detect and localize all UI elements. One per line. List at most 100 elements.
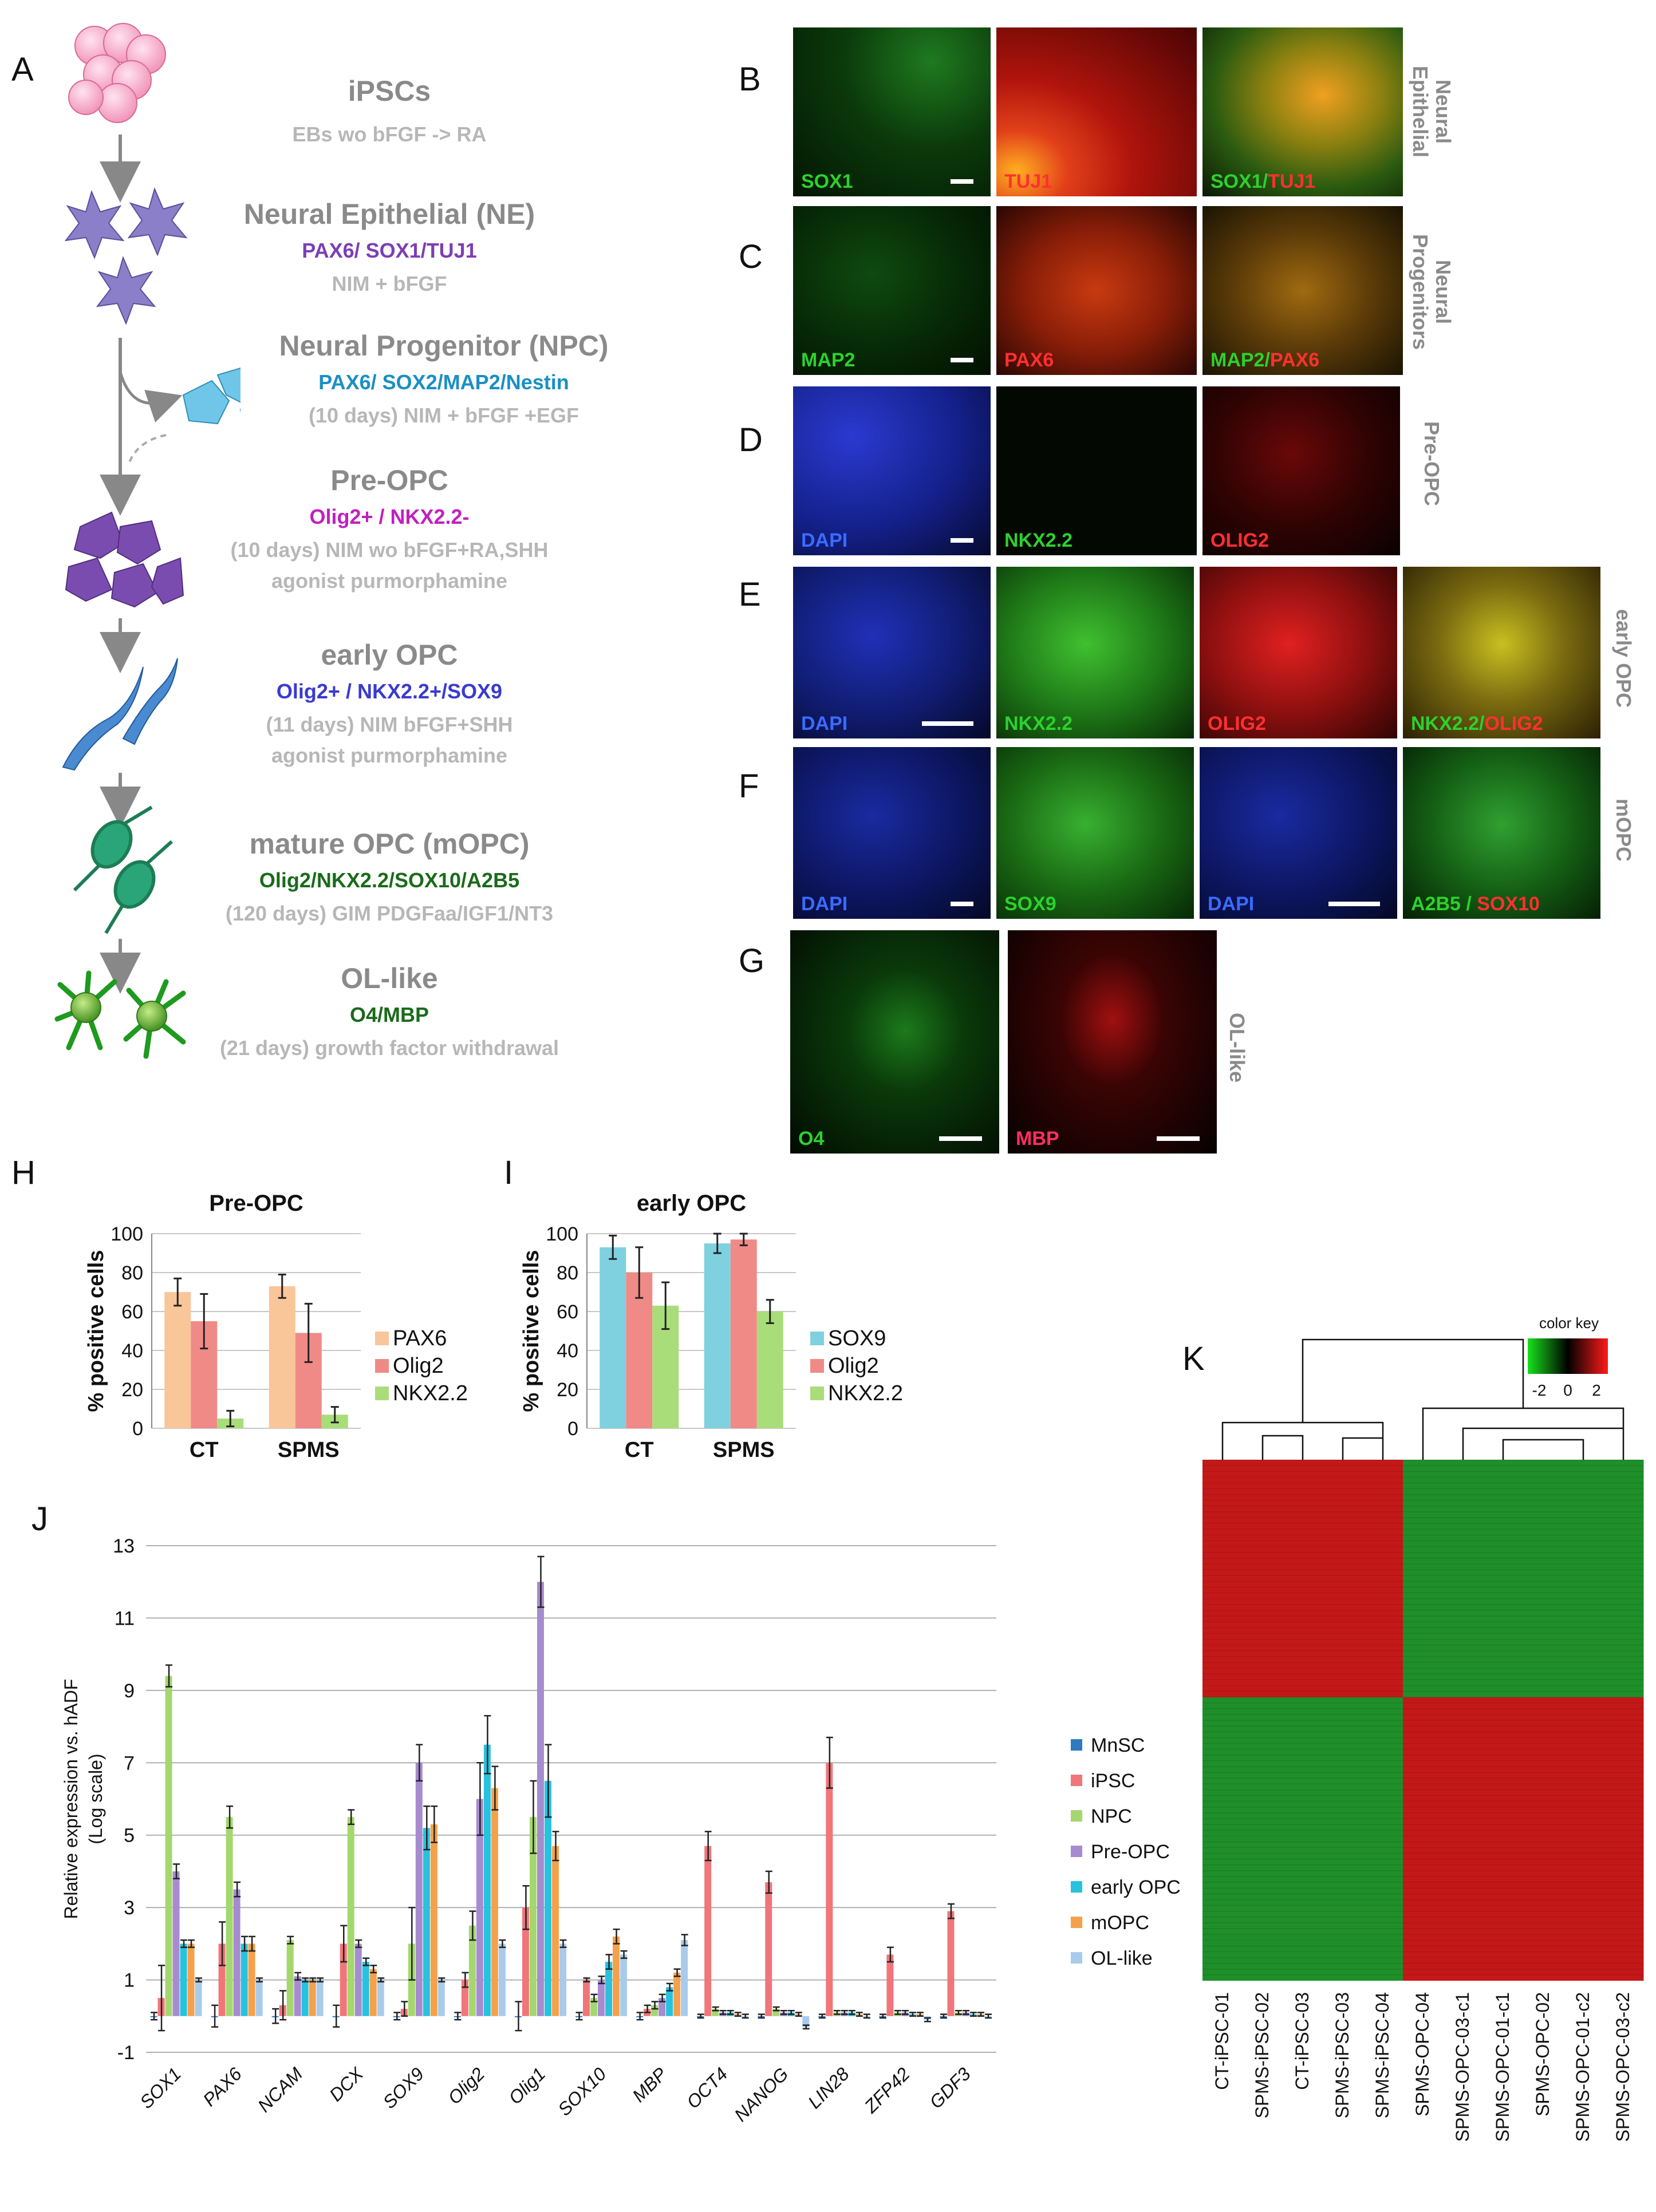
error-bar bbox=[484, 1715, 491, 1775]
micrograph-b-merge: SOX1/TUJ1 bbox=[1202, 27, 1403, 196]
legend-swatch bbox=[810, 1332, 824, 1345]
heatmap-cell bbox=[1323, 1460, 1363, 1697]
heatmap-cell bbox=[1283, 1460, 1323, 1697]
bar bbox=[491, 1788, 498, 2016]
panel-label-f: F bbox=[739, 768, 759, 805]
bar bbox=[886, 1954, 894, 2016]
color-key-tick: 0 bbox=[1563, 1381, 1572, 1399]
micrograph-c-pax6: PAX6 bbox=[996, 206, 1197, 375]
error-bar bbox=[294, 1972, 302, 1981]
error-bar bbox=[879, 2013, 886, 2019]
bar bbox=[377, 1980, 384, 2016]
legend-swatch bbox=[810, 1359, 824, 1373]
error-bar bbox=[431, 1805, 438, 1843]
stage-title: iPSCs bbox=[348, 75, 431, 107]
y-tick-label: 80 bbox=[557, 1262, 578, 1284]
error-bar bbox=[173, 1863, 180, 1879]
stage-condition: (120 days) GIM PDGFaa/IGF1/NT3 bbox=[225, 902, 554, 925]
bar bbox=[362, 1961, 369, 2016]
sample-label: SPMS-OPC-03-c1 bbox=[1452, 1992, 1473, 2142]
legend-swatch bbox=[375, 1359, 389, 1373]
error-bar bbox=[826, 1736, 833, 1789]
error-bar bbox=[377, 1977, 385, 1982]
chart-k-heatmap: color key -2 0 2 CT-iPSC-01 SPMS-iPSC-02 CT-iP… bbox=[1202, 1314, 1644, 2142]
scale-bar bbox=[1328, 902, 1380, 906]
x-tick-label: PAX6 bbox=[199, 2063, 246, 2110]
ipsc-colony-icon bbox=[68, 23, 166, 123]
color-key-bar bbox=[1528, 1338, 1608, 1374]
x-tick-label: MBP bbox=[628, 2063, 671, 2106]
stain-label-green: MAP2/ bbox=[1211, 349, 1270, 371]
error-bar bbox=[165, 1664, 173, 1688]
micrograph-g-mbp: MBP bbox=[1008, 930, 1217, 1154]
error-bar bbox=[302, 1977, 309, 1982]
bar bbox=[559, 1944, 566, 2016]
bar bbox=[651, 2005, 659, 2016]
micrograph-b-tuj1: TUJ1 bbox=[996, 27, 1197, 196]
y-tick-label: 20 bbox=[557, 1379, 578, 1401]
error-bar bbox=[583, 1977, 590, 1982]
error-bar bbox=[370, 1965, 377, 1974]
micrograph-f-sox9: SOX9 bbox=[996, 747, 1194, 919]
bar bbox=[172, 1871, 180, 2016]
micrograph-g-o4: O4 bbox=[790, 930, 999, 1154]
bar bbox=[286, 1940, 294, 2016]
y-tick-label: 5 bbox=[124, 1825, 135, 1847]
error-bar bbox=[739, 1233, 748, 1246]
legend-label: early OPC bbox=[1091, 1877, 1181, 1898]
bar bbox=[590, 1998, 598, 2016]
micrograph-e-dapi: DAPI bbox=[793, 567, 991, 738]
error-bar bbox=[174, 1277, 182, 1307]
y-axis-label: % positive cells bbox=[84, 1250, 108, 1412]
bar bbox=[704, 1243, 731, 1428]
color-key-tick: -2 bbox=[1532, 1381, 1547, 1399]
side-line-1: mOPC bbox=[1612, 798, 1635, 862]
bar bbox=[423, 1828, 430, 2016]
bar bbox=[468, 1925, 476, 2016]
error-bar bbox=[598, 1976, 605, 1985]
stain-label: SOX1 bbox=[801, 171, 853, 192]
legend-swatch bbox=[1071, 1952, 1082, 1964]
legend-label: mOPC bbox=[1091, 1912, 1149, 1934]
stain-label-red: TUJ1 bbox=[1268, 171, 1316, 192]
bar bbox=[240, 1944, 248, 2016]
stain-label: DAPI bbox=[801, 893, 848, 915]
bar bbox=[180, 1944, 187, 2016]
stain-label-green: SOX1/ bbox=[1211, 171, 1268, 192]
micrograph-f-dapi: DAPI bbox=[793, 747, 991, 919]
error-bar bbox=[309, 1977, 317, 1982]
stain-label: NKX2.2 bbox=[1004, 530, 1073, 551]
error-bar bbox=[522, 1885, 530, 1930]
error-bar bbox=[151, 2012, 158, 2021]
stain-label: NKX2.2/OLIG2 bbox=[1411, 713, 1543, 735]
scale-bar bbox=[951, 902, 973, 906]
y-tick-label: 40 bbox=[557, 1340, 578, 1362]
error-bar bbox=[219, 1921, 226, 1966]
bar bbox=[730, 1239, 757, 1428]
heatmap-cell bbox=[1363, 1460, 1403, 1697]
error-bar bbox=[636, 2012, 644, 2021]
error-bar bbox=[909, 2012, 916, 2017]
sample-label: SPMS-iPSC-03 bbox=[1332, 1992, 1353, 2119]
bar bbox=[430, 1824, 437, 2016]
heatmap-cell bbox=[1523, 1460, 1564, 1697]
error-bar bbox=[780, 2010, 787, 2015]
error-bar bbox=[916, 2012, 924, 2017]
stain-label-red: PAX6 bbox=[1269, 349, 1320, 371]
error-bar bbox=[499, 1939, 506, 1948]
bar bbox=[476, 1799, 483, 2016]
legend-swatch bbox=[1071, 1917, 1082, 1928]
scale-bar bbox=[922, 721, 973, 726]
bar bbox=[165, 1676, 172, 2016]
legend-label: PAX6 bbox=[393, 1326, 447, 1350]
stage-title: OL-like bbox=[341, 962, 438, 994]
x-tick-label: SOX1 bbox=[136, 2063, 185, 2112]
x-tick-label: SPMS bbox=[713, 1438, 775, 1462]
error-bar bbox=[947, 1903, 955, 1919]
heatmap-cell bbox=[1403, 1460, 1444, 1697]
side-label-neural-epithelial: Neural Epithelial bbox=[1409, 46, 1455, 177]
sample-label: SPMS-OPC-04 bbox=[1412, 1992, 1433, 2116]
legend-swatch bbox=[810, 1387, 824, 1400]
x-tick-label: SOX9 bbox=[378, 2063, 428, 2112]
bar bbox=[269, 1286, 295, 1428]
